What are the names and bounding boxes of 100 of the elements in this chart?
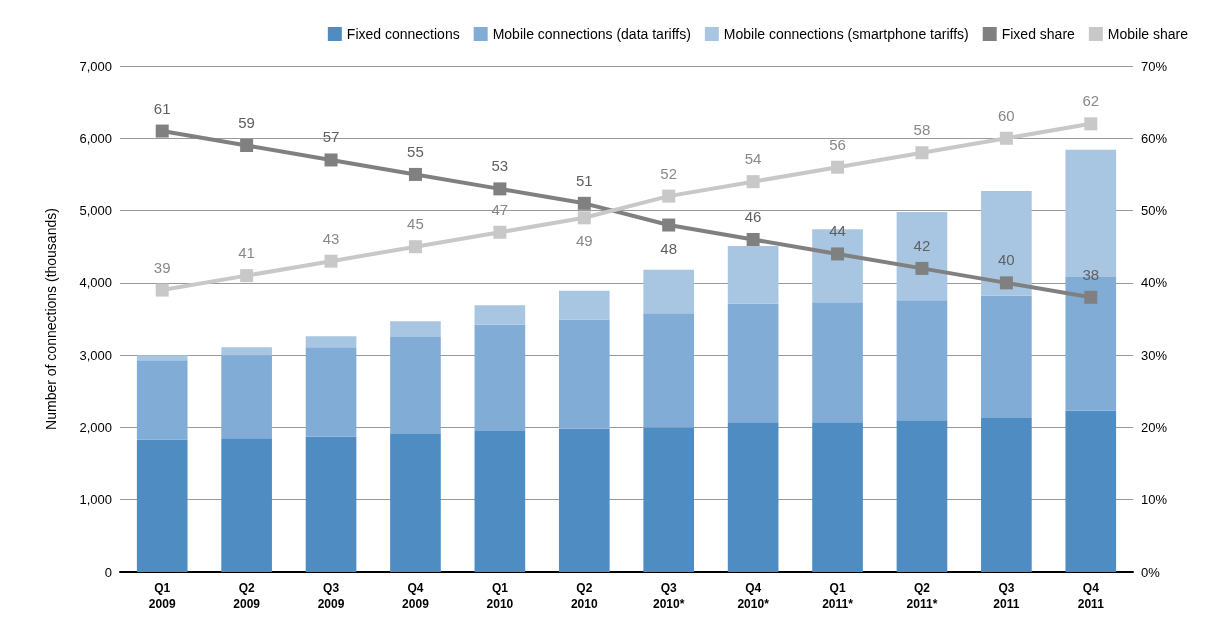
x-tick-label: Q2 2010 <box>570 581 598 611</box>
bar <box>305 336 357 348</box>
point <box>493 182 507 196</box>
y-axis-title: Number of connections (thousands) <box>43 208 59 430</box>
bar <box>558 290 610 320</box>
point <box>493 225 507 239</box>
bar <box>558 428 610 572</box>
bar <box>305 347 357 437</box>
point <box>662 218 676 232</box>
y-tick-label: 7,000 <box>79 58 112 74</box>
bar <box>390 433 441 572</box>
point <box>831 160 845 174</box>
bar <box>727 245 779 304</box>
data-label: 58 <box>913 121 931 139</box>
legend-label: Fixed share <box>1001 26 1076 42</box>
y2-tick-label: 30% <box>1141 347 1168 363</box>
y2-tick-label: 10% <box>1141 492 1168 508</box>
x-tick-label: Q3 2011 <box>993 581 1020 611</box>
data-label: 43 <box>322 229 340 247</box>
legend-label: Fixed connections <box>346 26 460 42</box>
bar <box>474 324 526 432</box>
point <box>915 146 929 160</box>
bar <box>221 355 272 439</box>
bar <box>390 337 441 434</box>
y-tick-label: 0 <box>104 564 112 580</box>
data-label: 56 <box>829 135 846 153</box>
point <box>1084 117 1098 131</box>
y2-tick-label: 60% <box>1141 130 1168 146</box>
y-tick-label: 3,000 <box>79 347 112 363</box>
y-tick-label: 2,000 <box>79 419 112 435</box>
bar <box>981 191 1032 296</box>
y2-tick-label: 50% <box>1141 203 1168 219</box>
bar <box>558 319 610 429</box>
data-label: 49 <box>575 232 593 250</box>
point <box>915 261 929 275</box>
point <box>324 153 338 167</box>
bar <box>727 422 779 572</box>
bar <box>221 438 272 572</box>
bar <box>474 431 526 572</box>
point <box>577 196 591 210</box>
data-label: 40 <box>998 251 1015 269</box>
point <box>746 232 760 246</box>
point <box>831 247 845 261</box>
data-label: 39 <box>153 258 171 276</box>
point <box>662 189 676 203</box>
point <box>999 276 1013 290</box>
bar <box>136 360 188 440</box>
y-tick-label: 6,000 <box>79 130 112 146</box>
bar <box>896 212 948 301</box>
x-tick-label: Q1 2010 <box>486 581 514 611</box>
point <box>155 283 169 297</box>
x-tick-label: Q1 2009 <box>148 581 176 611</box>
x-tick-label: Q1 2011* <box>822 581 854 611</box>
y-tick-label: 4,000 <box>79 275 112 291</box>
data-label: 42 <box>913 236 931 254</box>
legend-label: Mobile share <box>1107 26 1189 42</box>
point <box>240 139 254 153</box>
data-label: 61 <box>153 99 171 117</box>
data-label: 60 <box>998 106 1015 124</box>
x-tick-label: Q4 2010* <box>737 581 770 611</box>
bar <box>812 422 863 572</box>
bar <box>727 303 779 423</box>
bar <box>474 305 526 325</box>
bar <box>643 427 695 572</box>
point <box>408 240 422 254</box>
y-tick-label: 1,000 <box>79 492 112 508</box>
point <box>240 269 254 283</box>
x-tick-label: Q3 2009 <box>317 581 345 611</box>
point <box>746 175 760 189</box>
bar <box>896 420 948 572</box>
point <box>408 167 422 181</box>
data-label: 41 <box>238 244 255 262</box>
bar <box>136 439 188 572</box>
point <box>1084 290 1098 304</box>
data-label: 59 <box>238 114 255 132</box>
data-label: 62 <box>1082 92 1100 110</box>
y-tick-label: 5,000 <box>79 203 112 219</box>
data-label: 53 <box>491 157 509 175</box>
bar <box>643 269 695 314</box>
x-tick-label: Q4 2011 <box>1077 581 1105 611</box>
bar <box>1065 149 1117 278</box>
data-label: 48 <box>660 239 678 257</box>
y2-tick-label: 20% <box>1141 419 1168 435</box>
y2-tick-label: 40% <box>1141 275 1168 291</box>
point <box>155 124 169 138</box>
bar <box>896 300 948 421</box>
data-label: 46 <box>744 207 762 225</box>
data-label: 38 <box>1082 265 1100 283</box>
x-tick-label: Q2 2009 <box>233 581 261 611</box>
point <box>999 131 1013 145</box>
legend-label: Mobile connections (data tariffs) <box>492 26 691 42</box>
data-label: 52 <box>660 164 678 182</box>
data-label: 55 <box>407 142 424 160</box>
x-tick-label: Q2 2011* <box>906 581 938 611</box>
bar <box>221 347 272 356</box>
bar <box>305 436 357 572</box>
bar <box>812 302 863 423</box>
bar <box>981 418 1032 572</box>
bar <box>981 295 1032 419</box>
data-label: 51 <box>575 171 593 189</box>
